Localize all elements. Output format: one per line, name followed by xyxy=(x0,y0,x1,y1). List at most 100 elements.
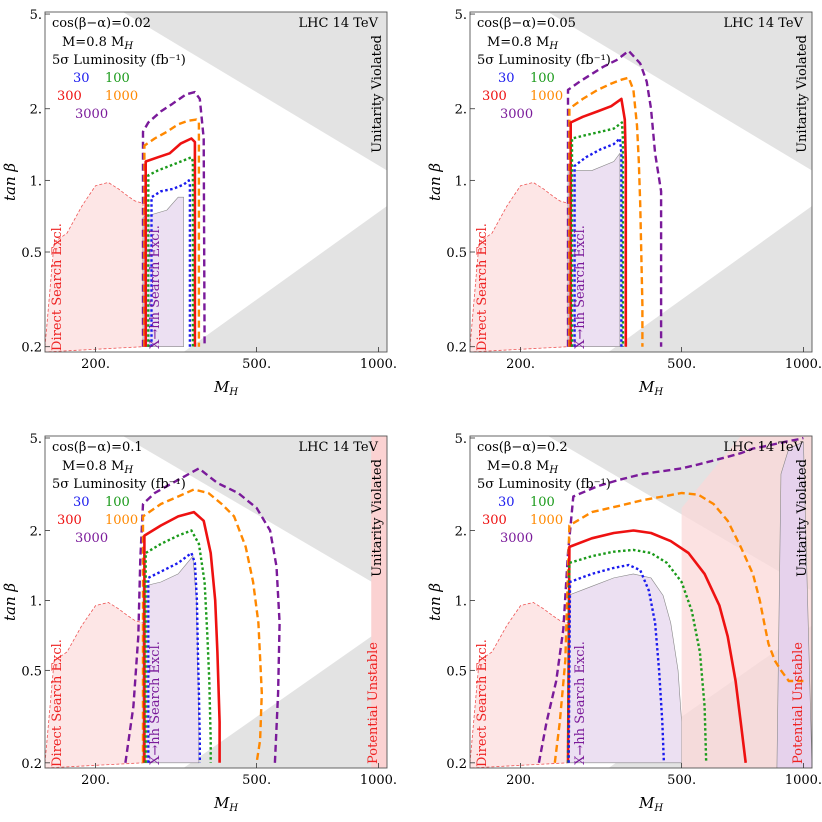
legend-30: 30 xyxy=(498,495,515,510)
legend-300: 300 xyxy=(482,513,507,528)
plot-area xyxy=(470,12,812,352)
y-tick-label: 1. xyxy=(30,174,42,189)
direct-search-label: Direct Search Excl. xyxy=(50,223,65,351)
unitarity-region-upper xyxy=(123,436,387,591)
x-tick-label: 1000. xyxy=(785,357,822,372)
mass-label: M=0.8 MH xyxy=(487,459,558,476)
contour-100 xyxy=(570,121,625,347)
plot-area xyxy=(45,12,387,352)
x-tick-label: 200. xyxy=(81,773,110,788)
x-tick-label: 200. xyxy=(506,357,535,372)
y-tick-label: 2. xyxy=(455,103,467,118)
x-axis-label: MH xyxy=(638,794,663,814)
y-tick-label: 5. xyxy=(455,8,467,23)
luminosity-label: 5σ Luminosity (fb⁻¹) xyxy=(52,53,186,68)
luminosity-label: 5σ Luminosity (fb⁻¹) xyxy=(477,53,611,68)
legend-1000: 1000 xyxy=(105,89,138,104)
contour-100 xyxy=(144,529,212,763)
mass-label: M=0.8 MH xyxy=(62,459,133,476)
x-tick-label: 200. xyxy=(506,773,535,788)
direct-search-label: Direct Search Excl. xyxy=(475,223,490,351)
panel-title: cos(β−α)=0.1 xyxy=(52,440,143,455)
contour-300 xyxy=(566,529,747,763)
y-tick-label: 5. xyxy=(30,432,42,447)
contour-100 xyxy=(147,156,195,347)
unitarity-region-upper xyxy=(548,12,812,171)
x-tick-label: 500. xyxy=(242,773,271,788)
plot-area xyxy=(470,436,812,768)
y-tick-label: 0.5 xyxy=(446,246,467,261)
legend-300: 300 xyxy=(57,89,82,104)
y-tick-label: 1. xyxy=(455,174,467,189)
contour-300 xyxy=(144,137,197,347)
y-axis-label: tan β xyxy=(426,583,444,621)
y-tick-label: 0.2 xyxy=(446,757,467,772)
energy-label: LHC 14 TeV xyxy=(724,440,804,455)
contour-3000 xyxy=(141,90,206,347)
plot-frame xyxy=(44,435,388,769)
panel-1: 200. 500. 1000. 0.2 0.5 1. 2. 5. MH tan β cos(β−α)… xyxy=(1,8,397,398)
energy-label: LHC 14 TeV xyxy=(724,16,804,31)
legend-3000: 3000 xyxy=(500,531,533,546)
y-tick-label: 2. xyxy=(30,524,42,539)
panel-4: 200. 500. 1000. 0.2 0.5 1. 2. 5. MH tan β cos(β−α)… xyxy=(426,432,822,814)
plot-frame xyxy=(44,11,388,353)
x-tick-label: 200. xyxy=(81,357,110,372)
xhh-search-label: X→hh Search Excl. xyxy=(148,225,163,349)
legend-100: 100 xyxy=(105,495,130,510)
potential-unstable-label: Potential Unstable xyxy=(366,642,381,764)
unitarity-region-lower xyxy=(183,206,387,352)
unitarity-label: Unitarity Violated xyxy=(370,459,385,577)
legend-3000: 3000 xyxy=(75,107,108,122)
energy-label: LHC 14 TeV xyxy=(299,16,379,31)
unitarity-region-lower xyxy=(608,206,812,352)
legend-100: 100 xyxy=(530,71,555,86)
panel-title: cos(β−α)=0.05 xyxy=(477,16,576,31)
contour-1000 xyxy=(141,488,263,763)
unitarity-region-lower xyxy=(183,625,387,768)
y-tick-label: 0.2 xyxy=(446,341,467,356)
x-axis-label: MH xyxy=(213,794,238,814)
x-tick-label: 1000. xyxy=(360,773,397,788)
x-tick-label: 500. xyxy=(242,357,271,372)
mass-label: M=0.8 MH xyxy=(62,35,133,52)
xhh-search-region-high xyxy=(776,441,812,768)
legend-30: 30 xyxy=(73,71,90,86)
contour-3000 xyxy=(124,467,281,763)
legend-30: 30 xyxy=(73,495,90,510)
plot-area xyxy=(45,436,387,768)
y-tick-label: 2. xyxy=(30,103,42,118)
x-axis-label: MH xyxy=(638,378,663,398)
x-tick-label: 1000. xyxy=(360,357,397,372)
xhh-search-region xyxy=(142,196,184,347)
y-tick-label: 5. xyxy=(455,432,467,447)
panel-3: 200. 500. 1000. 0.2 0.5 1. 2. 5. MH tan β cos(β−α)… xyxy=(1,432,397,814)
x-tick-label: 1000. xyxy=(785,773,822,788)
y-tick-label: 1. xyxy=(455,594,467,609)
mass-label: M=0.8 MH xyxy=(487,35,558,52)
direct-search-region xyxy=(470,182,569,352)
y-axis-label: tan β xyxy=(426,163,444,201)
unitarity-label: Unitarity Violated xyxy=(795,35,810,153)
legend-100: 100 xyxy=(105,71,130,86)
legend-100: 100 xyxy=(530,495,555,510)
y-axis-label: tan β xyxy=(1,163,19,201)
xhh-search-label: X→hh Search Excl. xyxy=(148,641,163,765)
potential-unstable-label: Potential Unstable xyxy=(791,642,806,764)
contour-30 xyxy=(147,551,202,763)
panel-title: cos(β−α)=0.02 xyxy=(52,16,151,31)
direct-search-region xyxy=(45,182,144,352)
xhh-search-label: X→hh Search Excl. xyxy=(573,641,588,765)
panel-title: cos(β−α)=0.2 xyxy=(477,440,568,455)
y-tick-label: 5. xyxy=(30,8,42,23)
contour-30 xyxy=(567,563,666,763)
contour-1000 xyxy=(553,491,804,763)
x-tick-label: 500. xyxy=(667,773,696,788)
xhh-search-label: X→hh Search Excl. xyxy=(573,225,588,349)
legend-1000: 1000 xyxy=(530,89,563,104)
potential-unstable-region xyxy=(371,436,387,768)
legend-300: 300 xyxy=(482,89,507,104)
unitarity-label: Unitarity Violated xyxy=(795,459,810,577)
luminosity-label: 5σ Luminosity (fb⁻¹) xyxy=(52,477,186,492)
